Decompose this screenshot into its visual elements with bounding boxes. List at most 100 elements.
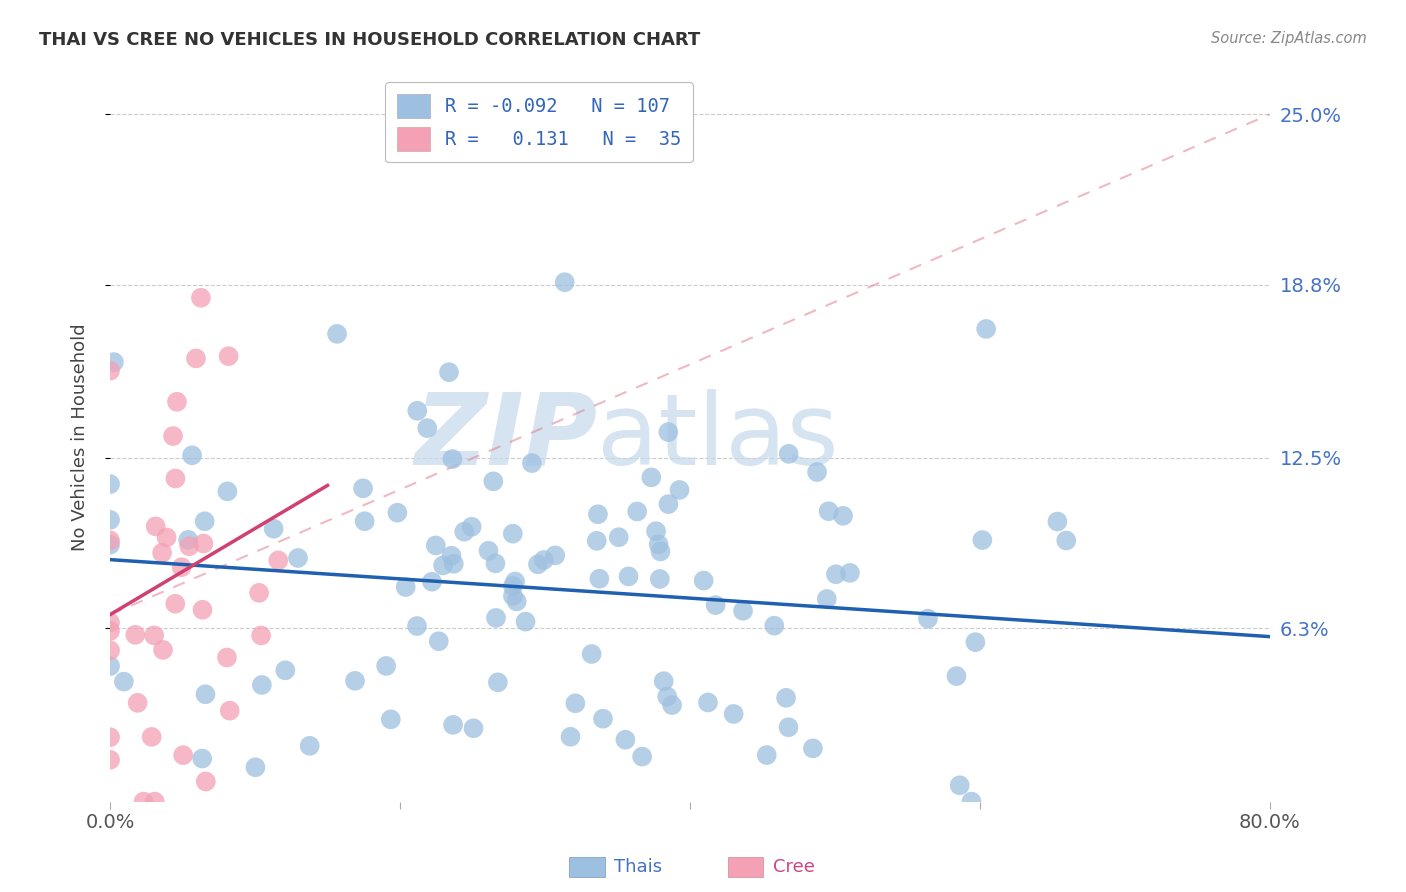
Point [652, 674, 675, 689]
Point [453, 524, 475, 539]
Point [217, 484, 239, 499]
Point [165, 597, 187, 611]
Point [502, 589, 524, 603]
Point [441, 452, 464, 467]
Text: Cree: Cree [773, 858, 815, 876]
Text: atlas: atlas [598, 389, 839, 486]
Point [586, 508, 609, 522]
Point [617, 569, 640, 583]
Point [352, 481, 374, 495]
Point [485, 611, 508, 625]
Point [190, 291, 212, 305]
Point [778, 447, 800, 461]
Point [194, 514, 217, 528]
Point [145, 519, 167, 533]
Point [132, 795, 155, 809]
Point [474, 142, 496, 156]
Point [581, 647, 603, 661]
Point [181, 448, 204, 462]
Point [482, 475, 505, 489]
Point [775, 690, 797, 705]
Point [520, 456, 543, 470]
Point [191, 603, 214, 617]
Point [406, 404, 429, 418]
Point [631, 749, 654, 764]
Point [704, 598, 727, 612]
Point [420, 574, 443, 589]
Point [143, 628, 166, 642]
Point [825, 567, 848, 582]
Point [486, 675, 509, 690]
Point [515, 615, 537, 629]
Point [191, 751, 214, 765]
Point [960, 795, 983, 809]
Point [965, 635, 987, 649]
Text: Thais: Thais [614, 858, 662, 876]
Point [502, 526, 524, 541]
Point [143, 795, 166, 809]
Point [343, 673, 366, 688]
Point [177, 533, 200, 547]
Point [416, 421, 439, 435]
Point [564, 696, 586, 710]
Point [723, 706, 745, 721]
Point [124, 628, 146, 642]
Point [263, 522, 285, 536]
Point [477, 543, 499, 558]
Point [650, 544, 672, 558]
Point [98, 538, 121, 552]
Point [193, 536, 215, 550]
Point [166, 394, 188, 409]
Point [98, 477, 121, 491]
Point [250, 628, 273, 642]
Point [585, 533, 607, 548]
Point [98, 659, 121, 673]
Point [437, 365, 460, 379]
Point [592, 712, 614, 726]
Point [1046, 515, 1069, 529]
Point [155, 530, 177, 544]
Point [274, 663, 297, 677]
Point [387, 506, 409, 520]
Point [527, 558, 550, 572]
Point [832, 508, 855, 523]
Point [463, 721, 485, 735]
Point [98, 533, 121, 548]
Point [98, 730, 121, 744]
Point [484, 557, 506, 571]
Point [267, 553, 290, 567]
Point [657, 425, 679, 439]
Point [432, 558, 454, 573]
Point [218, 349, 240, 363]
Point [645, 524, 668, 539]
Point [640, 470, 662, 484]
Point [98, 513, 121, 527]
Point [697, 696, 720, 710]
Point [806, 465, 828, 479]
Point [502, 579, 524, 593]
Point [614, 732, 637, 747]
Point [427, 634, 450, 648]
Point [170, 560, 193, 574]
Point [755, 747, 778, 762]
Point [974, 322, 997, 336]
Point [554, 275, 576, 289]
Point [250, 678, 273, 692]
Point [503, 574, 526, 589]
Point [184, 351, 207, 366]
Legend: R = -0.092   N = 107, R =   0.131   N =  35: R = -0.092 N = 107, R = 0.131 N = 35 [385, 82, 693, 162]
Point [815, 592, 838, 607]
Y-axis label: No Vehicles in Household: No Vehicles in Household [72, 324, 89, 551]
Point [443, 557, 465, 571]
Point [179, 539, 201, 553]
Point [1054, 533, 1077, 548]
Point [588, 572, 610, 586]
Point [98, 364, 121, 378]
Point [441, 718, 464, 732]
Point [165, 471, 187, 485]
Point [98, 615, 121, 630]
Point [647, 537, 669, 551]
Point [560, 730, 582, 744]
Point [626, 504, 648, 518]
Point [245, 760, 267, 774]
